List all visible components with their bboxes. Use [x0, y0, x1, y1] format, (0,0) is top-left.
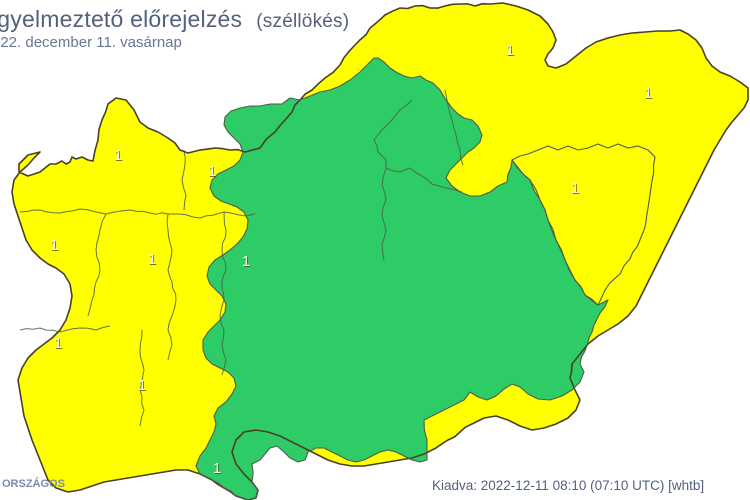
svg-text:1: 1: [208, 163, 216, 180]
svg-text:1: 1: [571, 180, 579, 197]
svg-text:1: 1: [213, 460, 221, 477]
svg-text:1: 1: [138, 377, 146, 394]
svg-text:1: 1: [50, 237, 58, 254]
svg-text:1: 1: [114, 147, 122, 164]
svg-text:1: 1: [644, 85, 652, 102]
svg-text:1: 1: [242, 253, 250, 270]
svg-text:1: 1: [54, 335, 62, 352]
svg-text:1: 1: [148, 251, 156, 268]
svg-text:1: 1: [506, 42, 514, 59]
